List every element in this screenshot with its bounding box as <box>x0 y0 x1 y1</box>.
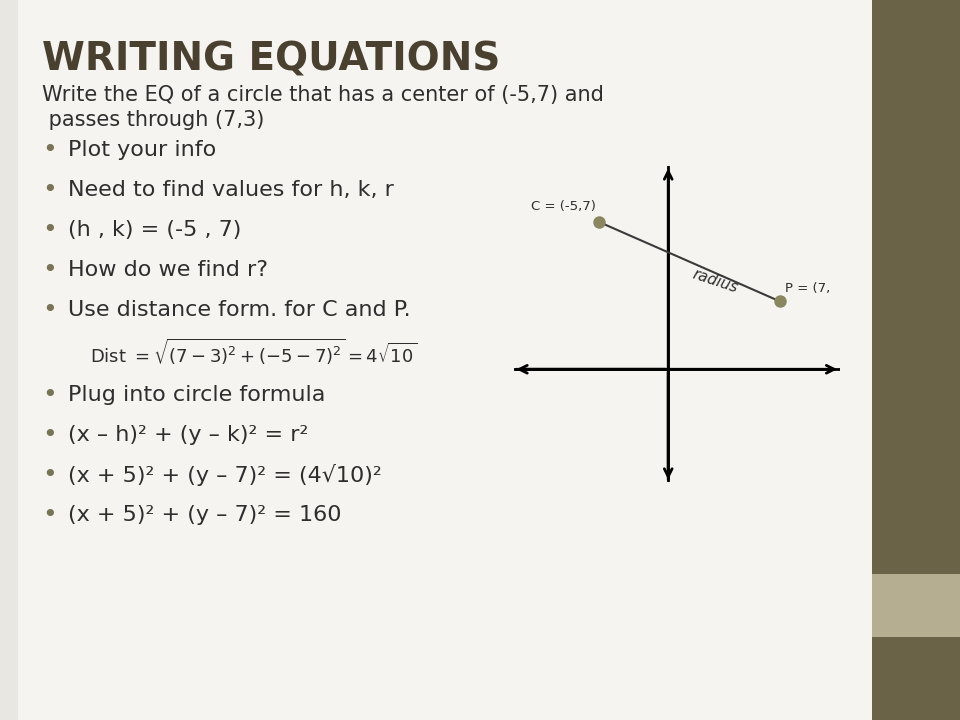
Text: Use distance form. for C and P.: Use distance form. for C and P. <box>68 300 411 320</box>
Text: •: • <box>42 423 57 447</box>
Text: (x + 5)² + (y – 7)² = 160: (x + 5)² + (y – 7)² = 160 <box>68 505 342 525</box>
Text: WRITING EQUATIONS: WRITING EQUATIONS <box>42 40 500 78</box>
Text: How do we find r?: How do we find r? <box>68 260 268 280</box>
Text: •: • <box>42 298 57 322</box>
Text: Need to find values for h, k, r: Need to find values for h, k, r <box>68 180 394 200</box>
Text: Plug into circle formula: Plug into circle formula <box>68 385 325 405</box>
Text: passes through (7,3): passes through (7,3) <box>42 110 264 130</box>
Text: •: • <box>42 463 57 487</box>
Text: (x – h)² + (y – k)² = r²: (x – h)² + (y – k)² = r² <box>68 425 308 445</box>
Text: •: • <box>42 503 57 527</box>
Text: Plot your info: Plot your info <box>68 140 216 160</box>
Text: •: • <box>42 218 57 242</box>
Bar <box>872 574 960 637</box>
Text: C = (-5,7): C = (-5,7) <box>531 200 596 213</box>
Text: •: • <box>42 178 57 202</box>
Text: Dist $= \sqrt{(7-3)^2+(-5-7)^2} = 4\sqrt{10}$: Dist $= \sqrt{(7-3)^2+(-5-7)^2} = 4\sqrt… <box>90 337 417 367</box>
Text: •: • <box>42 258 57 282</box>
Text: (x + 5)² + (y – 7)² = (4√10)²: (x + 5)² + (y – 7)² = (4√10)² <box>68 464 382 486</box>
Text: •: • <box>42 138 57 162</box>
Text: radius: radius <box>690 266 739 295</box>
Text: Write the EQ of a circle that has a center of (-5,7) and: Write the EQ of a circle that has a cent… <box>42 85 604 105</box>
Text: •: • <box>42 383 57 407</box>
Bar <box>0 0 18 720</box>
Bar <box>872 0 960 720</box>
Text: (h , k) = (-5 , 7): (h , k) = (-5 , 7) <box>68 220 241 240</box>
Text: P = (7,: P = (7, <box>785 282 830 294</box>
